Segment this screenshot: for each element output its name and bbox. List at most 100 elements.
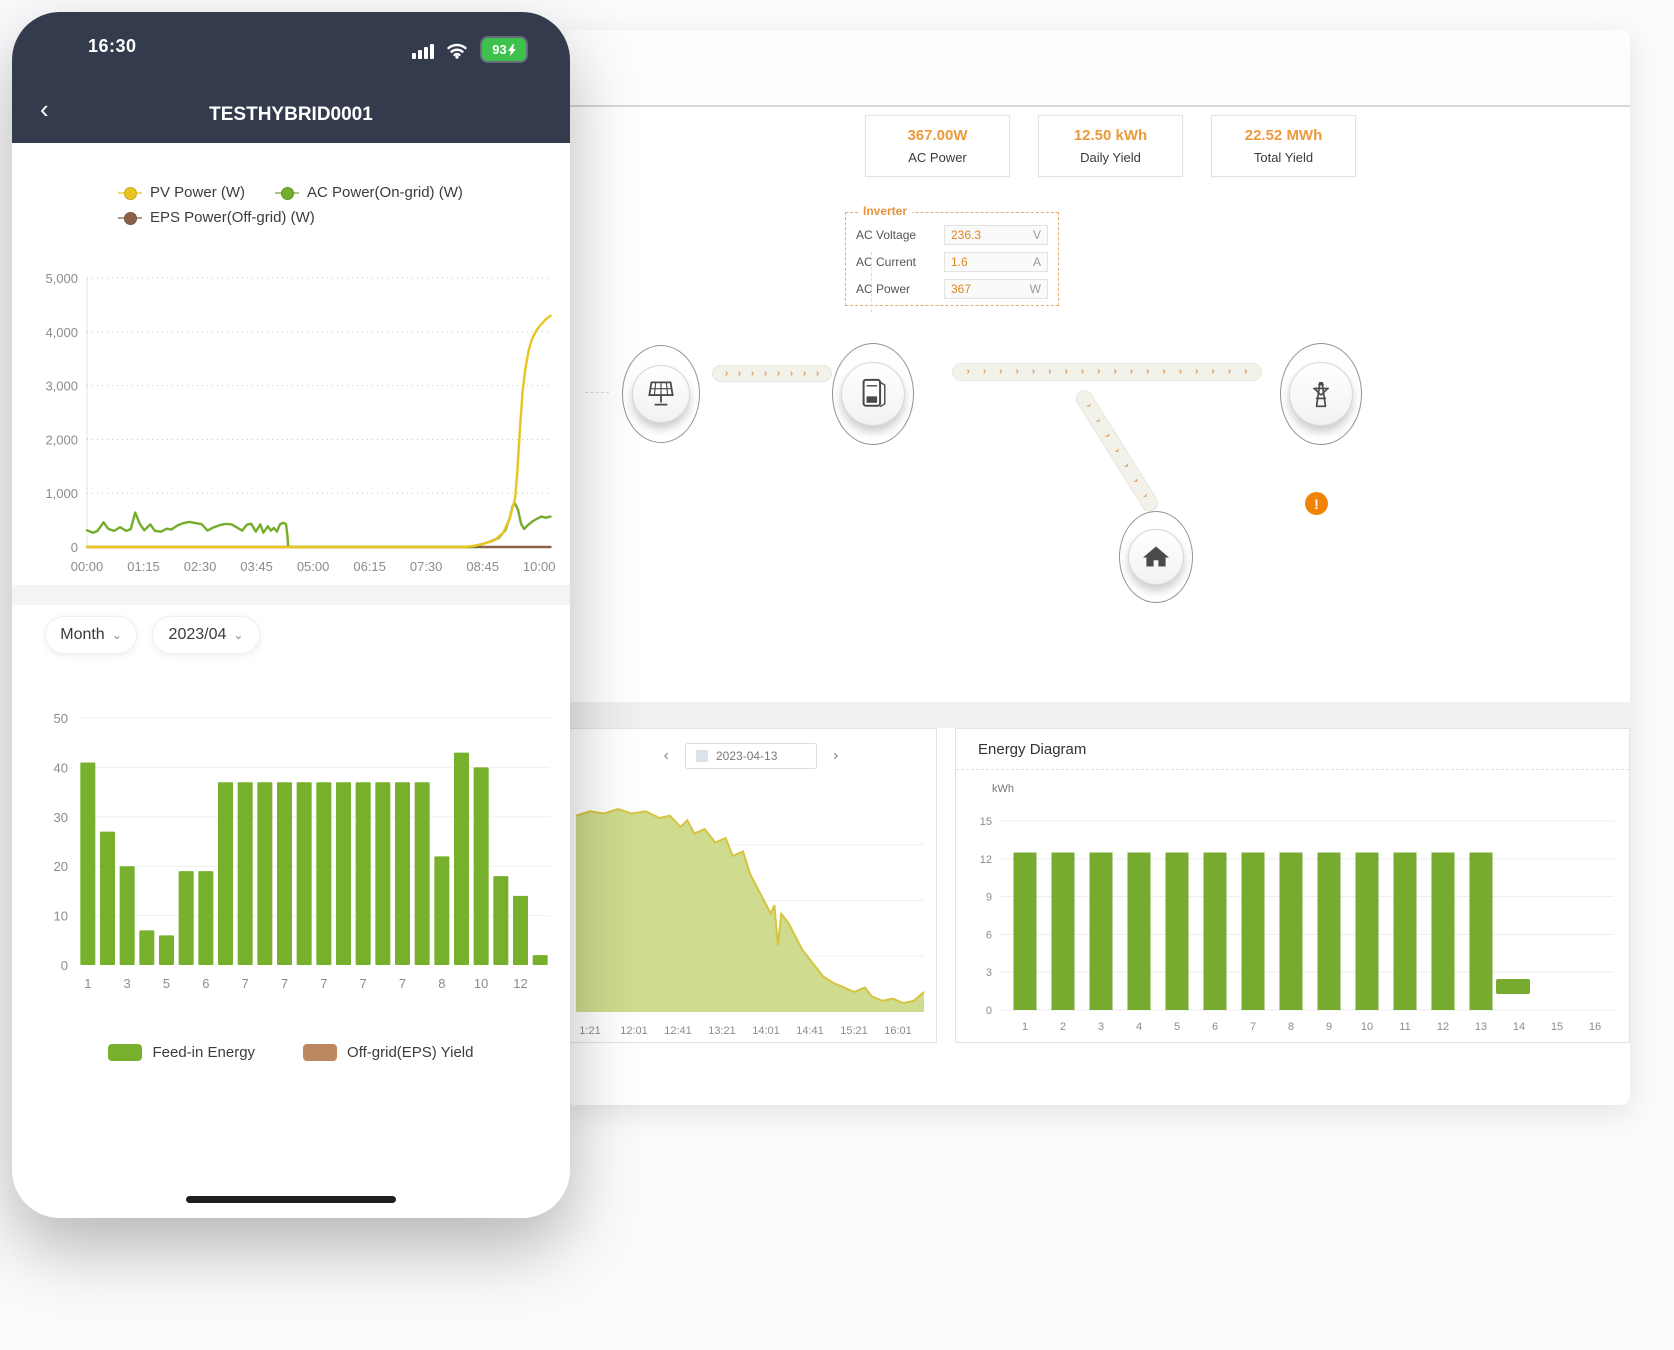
svg-text:12: 12 — [980, 854, 992, 866]
svg-text:0: 0 — [986, 1005, 992, 1017]
svg-text:5: 5 — [163, 976, 170, 991]
svg-text:15:21: 15:21 — [840, 1025, 868, 1037]
inverter-node[interactable] — [841, 362, 905, 426]
svg-text:11: 11 — [1399, 1021, 1410, 1033]
legend-marker-icon — [118, 187, 142, 200]
calendar-icon — [696, 750, 708, 762]
flow-arrow-icon: › — [1244, 366, 1248, 377]
svg-text:12: 12 — [1437, 1021, 1449, 1033]
solar-node[interactable] — [632, 365, 690, 423]
svg-text:3: 3 — [986, 967, 992, 979]
flow-arrow-icon: › — [1031, 366, 1036, 377]
stat-value: 12.50 kWh — [1073, 127, 1148, 144]
solar-panel-icon — [648, 381, 674, 406]
svg-text:6: 6 — [986, 929, 992, 941]
svg-text:7: 7 — [360, 976, 367, 991]
flow-arrow-icon: › — [1093, 416, 1105, 425]
svg-text:4,000: 4,000 — [45, 325, 78, 340]
flow-arrow-icon: › — [1097, 366, 1101, 377]
svg-text:12:01: 12:01 — [620, 1025, 648, 1037]
flow-arrow-icon: › — [1064, 366, 1068, 377]
inverter-unit: A — [1032, 255, 1041, 269]
section-divider — [565, 702, 1630, 728]
flow-arrow-icon: › — [1083, 401, 1095, 410]
flow-arrow-icon: › — [1129, 366, 1134, 377]
guide-line — [585, 392, 609, 393]
svg-text:06:15: 06:15 — [353, 559, 386, 574]
legend-swatch — [303, 1044, 338, 1061]
legend-item: Off-grid(EPS) Yield — [303, 1044, 474, 1061]
grid-node[interactable] — [1289, 362, 1353, 426]
content-divider — [12, 585, 570, 605]
flow-arrow-icon: › — [802, 367, 807, 379]
flow-chain-inverter-to-home: › › › › › › › — [1072, 386, 1162, 515]
date-next-button[interactable]: › — [833, 747, 839, 764]
inverter-row-label: AC Power — [856, 282, 911, 296]
date-picker[interactable]: 2023-04-13 — [685, 743, 817, 769]
svg-text:14:01: 14:01 — [752, 1025, 780, 1037]
wifi-icon — [447, 43, 467, 59]
window-header — [565, 30, 1630, 107]
svg-text:00:00: 00:00 — [71, 559, 104, 574]
flow-arrow-icon: › — [1178, 366, 1183, 377]
flow-arrow-icon: › — [815, 367, 820, 379]
svg-text:02:30: 02:30 — [184, 559, 217, 574]
svg-text:14:41: 14:41 — [796, 1025, 824, 1037]
back-button[interactable]: ‹ — [40, 94, 49, 124]
svg-text:3,000: 3,000 — [45, 379, 78, 394]
flow-arrow-icon: › — [776, 367, 781, 379]
svg-text:15: 15 — [980, 816, 992, 828]
legend-label: AC Power(On-grid) (W) — [307, 184, 463, 201]
period-select-value: Month — [60, 626, 105, 643]
flow-arrow-icon: › — [1080, 366, 1085, 377]
chevron-down-icon: ⌄ — [233, 628, 244, 642]
svg-text:1: 1 — [1022, 1021, 1028, 1033]
inverter-row-label: AC Voltage — [856, 228, 917, 242]
flow-arrow-icon: › — [1211, 366, 1215, 377]
legend-item: AC Power(On-grid) (W) — [275, 184, 463, 201]
legend-marker-icon — [275, 187, 300, 200]
inverter-unit: V — [1032, 228, 1041, 242]
stat-value: 22.52 MWh — [1244, 127, 1323, 144]
svg-text:3: 3 — [124, 976, 131, 991]
inverter-value-field: 1.6 A — [944, 252, 1048, 272]
flow-arrow-icon: › — [982, 366, 987, 377]
period-select[interactable]: Month ⌄ — [45, 616, 137, 654]
flow-chain-inverter-to-grid: › › › › › › › › › › › › › › › › › › — [952, 363, 1262, 381]
home-node[interactable] — [1128, 529, 1184, 585]
svg-text:16: 16 — [1589, 1021, 1601, 1033]
day-chart-panel: ‹ 2023-04-13 › 1:21 12:01 12:41 13:21 14:01 1… — [565, 728, 937, 1043]
device-title: TESTHYBRID0001 — [209, 104, 373, 125]
solar-node-ring — [622, 345, 700, 443]
svg-text:03:45: 03:45 — [240, 559, 273, 574]
month-select[interactable]: 2023/04 ⌄ — [152, 616, 260, 654]
svg-text:5,000: 5,000 — [45, 271, 78, 286]
flow-chain-solar-to-inverter: › › › › › › › › — [712, 365, 832, 382]
warning-icon[interactable]: ! — [1305, 492, 1328, 515]
inverter-row: AC Current 1.6 A — [856, 252, 1048, 272]
svg-text:4: 4 — [1136, 1021, 1142, 1033]
flow-arrow-icon: › — [1048, 366, 1052, 377]
flow-arrow-icon: › — [1111, 446, 1124, 455]
svg-text:14: 14 — [1513, 1021, 1525, 1033]
svg-text:6: 6 — [202, 976, 209, 991]
status-time: 16:30 — [88, 36, 137, 56]
inverter-value: 367 — [951, 282, 972, 296]
legend-marker-icon — [118, 212, 142, 225]
svg-text:1:21: 1:21 — [579, 1025, 600, 1037]
svg-text:2: 2 — [1060, 1021, 1066, 1033]
svg-text:0: 0 — [71, 540, 78, 555]
power-line-chart: 0 1,000 2,000 3,000 4,000 5,000 00:00 01:15 02:3… — [45, 271, 555, 574]
stat-box: 22.52 MWh Total Yield — [1211, 115, 1356, 177]
date-value: 2023-04-13 — [716, 749, 778, 763]
inverter-unit: W — [1029, 282, 1041, 296]
svg-text:8: 8 — [438, 976, 445, 991]
svg-text:16:01: 16:01 — [884, 1025, 912, 1037]
stat-label: Total Yield — [1253, 150, 1314, 165]
svg-text:2,000: 2,000 — [45, 432, 78, 447]
legend-swatch — [108, 1044, 143, 1061]
stat-value: 367.00W — [907, 127, 968, 144]
date-prev-button[interactable]: ‹ — [663, 747, 669, 764]
flow-arrow-icon: › — [1121, 461, 1133, 470]
